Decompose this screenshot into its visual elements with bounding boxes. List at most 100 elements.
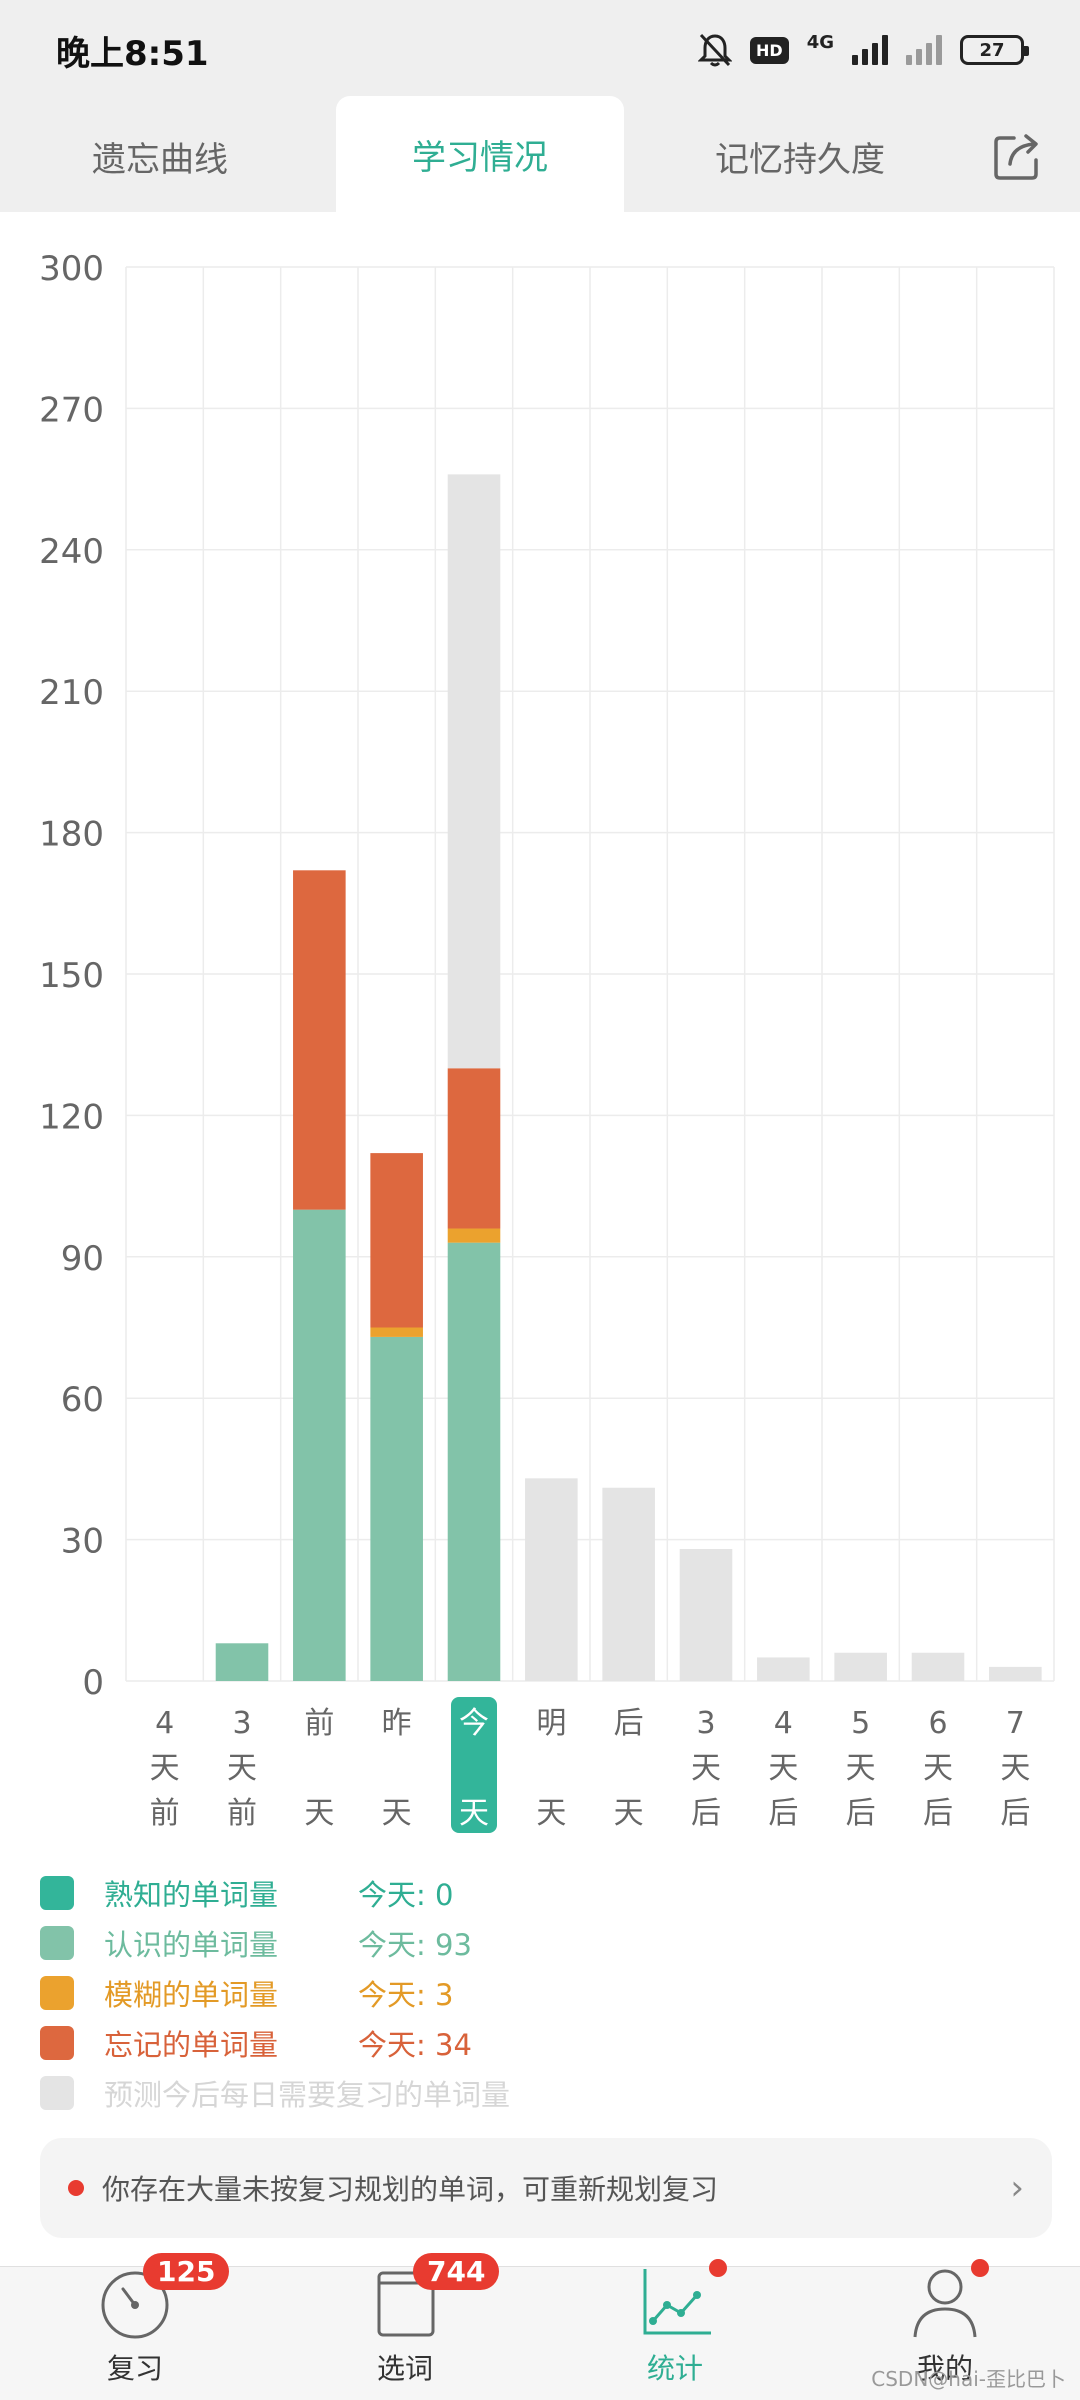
- network-type: 4G: [806, 32, 834, 53]
- x-tick-label: 后天: [614, 1706, 644, 1831]
- y-tick-label: 30: [61, 1522, 104, 1562]
- bar-segment: [447, 1228, 501, 1243]
- x-tick-label: 4 天后: [768, 1706, 798, 1831]
- x-tick-label: 3 天前: [227, 1706, 257, 1831]
- x-tick-label: 前天: [304, 1706, 334, 1831]
- x-tick-label: 4 天前: [150, 1706, 180, 1831]
- chart-legend: 熟知的单词量 今天: 0 认识的单词量 今天: 93 模糊的单词量 今天: 3 …: [40, 1868, 1040, 2118]
- tab-forgetting-curve[interactable]: 遗忘曲线: [0, 100, 320, 212]
- hd-badge: HD: [750, 36, 789, 64]
- tab-study-status[interactable]: 学习情况: [336, 96, 624, 212]
- legend-name: 模糊的单词量: [104, 1978, 279, 2012]
- bar-segment: [370, 1336, 423, 1681]
- dial-icon: 125: [95, 2253, 230, 2341]
- mute-bell-icon: [698, 33, 733, 67]
- today-highlight: [451, 1697, 497, 1833]
- legend-today-value: 今天: 0: [358, 1878, 454, 1912]
- nav-me[interactable]: 我的: [810, 2259, 1080, 2400]
- bar-segment: [989, 1666, 1042, 1681]
- tab-label: 遗忘曲线: [92, 139, 228, 180]
- legend-today-value: 今天: 3: [358, 1978, 454, 2012]
- y-tick-label: 90: [61, 1239, 104, 1279]
- y-tick-label: 180: [39, 815, 104, 855]
- x-tick-label: 3 天后: [691, 1706, 721, 1831]
- legend-today-value: 今天: 93: [358, 1928, 472, 1962]
- notification-dot: [709, 2259, 727, 2277]
- legend-swatch: [40, 1876, 74, 1910]
- legend-swatch: [40, 2076, 74, 2110]
- legend-name: 预测今后每日需要复习的单词量: [104, 2078, 511, 2112]
- tab-label: 记忆持久度: [715, 139, 885, 180]
- nav-label: 统计: [646, 2352, 703, 2385]
- legend-swatch: [40, 1926, 74, 1960]
- nav-label: 我的: [916, 2352, 973, 2385]
- nav-select-words[interactable]: 744 选词: [270, 2253, 540, 2400]
- legend-item-well-known: 熟知的单词量 今天: 0: [40, 1868, 1040, 1918]
- bar-segment: [679, 1549, 733, 1681]
- nav-review[interactable]: 125 复习: [0, 2253, 270, 2400]
- y-tick-label: 240: [39, 532, 104, 572]
- y-tick-label: 0: [82, 1663, 104, 1703]
- user-icon: [905, 2259, 989, 2341]
- status-icons: HD 4G 27: [698, 32, 1029, 68]
- word-count-badge: 744: [413, 2253, 500, 2290]
- bar-segment: [215, 1643, 269, 1681]
- share-icon[interactable]: [992, 130, 1044, 182]
- review-count-badge: 125: [143, 2253, 230, 2290]
- bottom-nav: 125 复习 744 选词 统计: [0, 2253, 1080, 2400]
- nav-label: 复习: [106, 2352, 163, 2385]
- bar-segment: [447, 1242, 501, 1681]
- y-tick-label: 270: [39, 390, 104, 430]
- legend-item-predicted: 预测今后每日需要复习的单词量: [40, 2068, 1040, 2118]
- watermark: CSDN@hai-歪比巴卜: [871, 2367, 1066, 2391]
- bar-segment: [525, 1478, 578, 1681]
- line-chart-icon: [635, 2259, 727, 2341]
- signal-icon: [852, 35, 888, 65]
- signal-2-icon: [906, 35, 942, 65]
- nav-statistics[interactable]: 统计: [540, 2259, 810, 2400]
- legend-swatch: [40, 2026, 74, 2060]
- status-bar: 晚上8:51 HD 4G 27: [0, 0, 1080, 100]
- bar-segment: [447, 474, 501, 1069]
- notice-text: 你存在大量未按复习规划的单词，可重新规划复习: [102, 2173, 719, 2206]
- nav-label: 选词: [376, 2352, 433, 2385]
- study-status-chart: 0 30 60 90 120 150 180 210 240 270 300 4 天前 3 天前 前天昨天今天…: [39, 249, 1055, 1833]
- bar-segment: [757, 1657, 810, 1681]
- chevron-right-icon: ›: [1010, 2168, 1024, 2208]
- legend-swatch: [40, 1976, 74, 2010]
- bar-segment: [293, 870, 346, 1210]
- legend-item-fuzzy: 模糊的单词量 今天: 3: [40, 1968, 1040, 2018]
- tab-bar: 遗忘曲线 学习情况 记忆持久度: [0, 96, 1080, 212]
- x-tick-label: 明天: [536, 1706, 566, 1831]
- alert-dot-icon: [68, 2180, 84, 2196]
- book-icon: 744: [365, 2253, 500, 2341]
- x-tick-label: 6 天后: [923, 1706, 953, 1831]
- legend-name: 认识的单词量: [104, 1928, 279, 1962]
- legend-item-known: 认识的单词量 今天: 93: [40, 1918, 1040, 1968]
- y-tick-label: 120: [39, 1097, 104, 1137]
- x-tick-label: 今天: [459, 1706, 489, 1831]
- y-tick-label: 300: [39, 249, 104, 289]
- bar-segment: [834, 1652, 887, 1681]
- legend-today-value: 今天: 34: [358, 2028, 472, 2062]
- battery-level: 27: [979, 39, 1005, 61]
- legend-item-forgotten: 忘记的单词量 今天: 34: [40, 2018, 1040, 2068]
- bar-segment: [602, 1487, 655, 1681]
- bar-segment: [293, 1209, 346, 1681]
- x-tick-label: 5 天后: [846, 1706, 876, 1831]
- replan-notice[interactable]: 你存在大量未按复习规划的单词，可重新规划复习 ›: [40, 2138, 1052, 2238]
- battery-icon: 27: [960, 35, 1029, 65]
- status-time: 晚上8:51: [56, 33, 209, 74]
- legend-name: 忘记的单词量: [104, 2028, 279, 2062]
- y-tick-label: 60: [61, 1380, 104, 1420]
- x-tick-label: 7 天后: [1000, 1706, 1030, 1831]
- tab-memory-durability[interactable]: 记忆持久度: [640, 100, 960, 212]
- tab-label: 学习情况: [412, 137, 548, 178]
- bar-segment: [911, 1652, 965, 1681]
- legend-name: 熟知的单词量: [104, 1878, 279, 1912]
- y-tick-label: 210: [39, 673, 104, 713]
- bar-segment: [370, 1153, 423, 1328]
- notification-dot: [971, 2259, 989, 2277]
- bar-segment: [447, 1068, 501, 1229]
- y-tick-label: 150: [39, 956, 104, 996]
